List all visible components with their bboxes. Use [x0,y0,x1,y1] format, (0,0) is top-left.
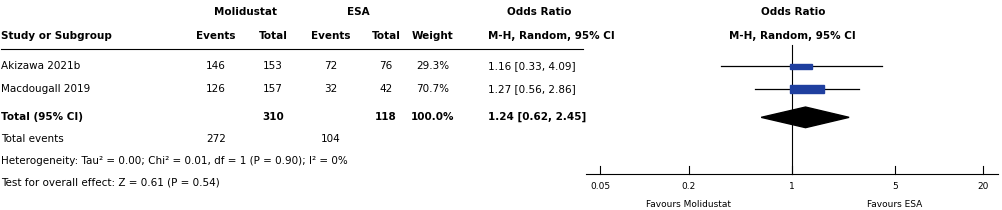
Text: 72: 72 [325,61,338,71]
Text: 5: 5 [892,182,898,191]
Text: Odds Ratio: Odds Ratio [761,7,825,17]
Text: 146: 146 [206,61,226,71]
Text: 153: 153 [264,61,284,71]
Text: Events: Events [196,31,236,41]
Text: Molidustat: Molidustat [213,7,277,17]
Text: Macdougall 2019: Macdougall 2019 [1,84,90,94]
Text: 100.0%: 100.0% [411,112,455,122]
Text: 29.3%: 29.3% [417,61,450,71]
Text: 1.24 [0.62, 2.45]: 1.24 [0.62, 2.45] [488,112,586,122]
Text: 76: 76 [380,61,393,71]
Text: 126: 126 [206,84,226,94]
Text: Total (95% CI): Total (95% CI) [1,112,83,122]
FancyBboxPatch shape [791,85,824,93]
Text: 272: 272 [206,134,226,144]
Text: 1.16 [0.33, 4.09]: 1.16 [0.33, 4.09] [488,61,575,71]
Text: 104: 104 [322,134,341,144]
Text: 42: 42 [380,84,393,94]
FancyBboxPatch shape [791,64,812,69]
Text: ESA: ESA [347,7,370,17]
Text: 157: 157 [264,84,284,94]
Text: Weight: Weight [412,31,454,41]
Text: 0.05: 0.05 [590,182,610,191]
Text: Odds Ratio: Odds Ratio [507,7,571,17]
Text: 310: 310 [263,112,284,122]
Text: 1.27 [0.56, 2.86]: 1.27 [0.56, 2.86] [488,84,576,94]
Text: Heterogeneity: Tau² = 0.00; Chi² = 0.01, df = 1 (P = 0.90); I² = 0%: Heterogeneity: Tau² = 0.00; Chi² = 0.01,… [1,156,348,166]
Text: 0.2: 0.2 [681,182,696,191]
Text: Study or Subgroup: Study or Subgroup [1,31,112,41]
Text: Events: Events [312,31,351,41]
Text: Favours Molidustat: Favours Molidustat [646,200,731,209]
Polygon shape [762,107,849,128]
Text: 1: 1 [789,182,795,191]
Text: 118: 118 [375,112,397,122]
Text: Favours ESA: Favours ESA [867,200,922,209]
Text: Total: Total [372,31,401,41]
Text: Akizawa 2021b: Akizawa 2021b [1,61,80,71]
Text: M-H, Random, 95% CI: M-H, Random, 95% CI [729,31,856,41]
Text: 20: 20 [978,182,989,191]
Text: 70.7%: 70.7% [417,84,450,94]
Text: 32: 32 [325,84,338,94]
Text: Test for overall effect: Z = 0.61 (P = 0.54): Test for overall effect: Z = 0.61 (P = 0… [1,178,220,188]
Text: Total: Total [259,31,288,41]
Text: M-H, Random, 95% CI: M-H, Random, 95% CI [488,31,615,41]
Text: Total events: Total events [1,134,64,144]
